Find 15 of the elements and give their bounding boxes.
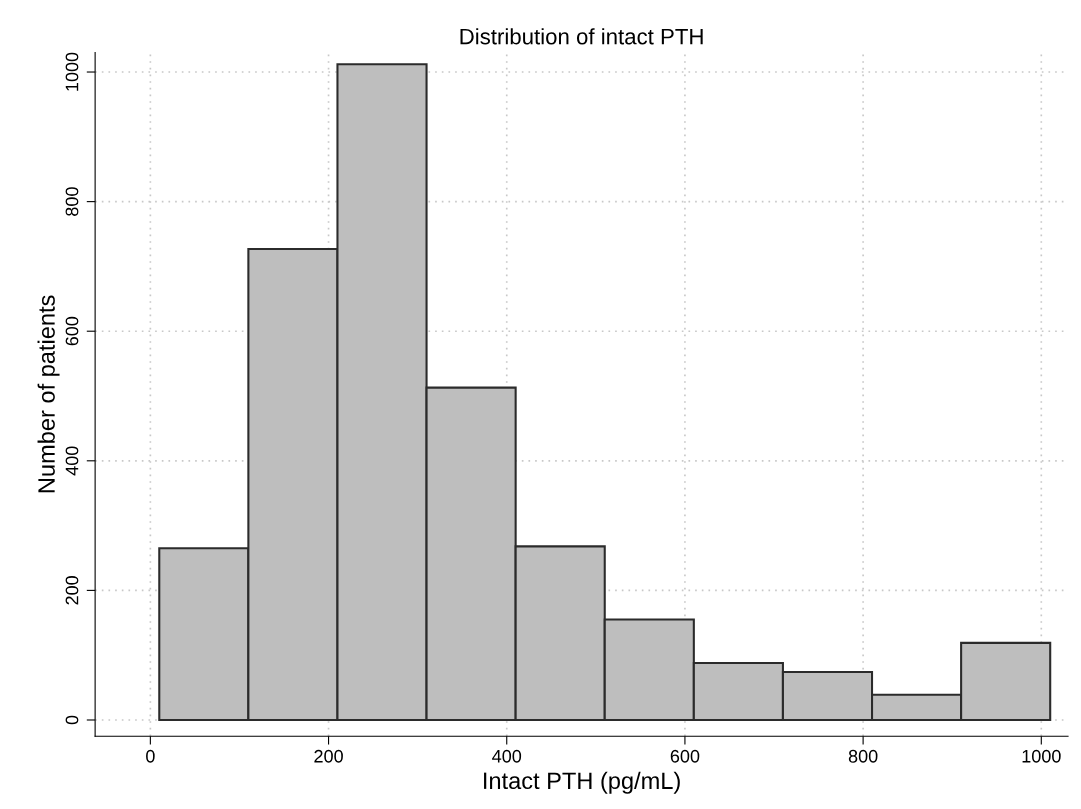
y-tick-label: 600 (65, 316, 79, 346)
chart-title: Distribution of intact PTH (460, 28, 703, 45)
x-tick-label: 200 (314, 749, 343, 763)
x-tick-label: 800 (848, 749, 878, 763)
y-tick-label: 800 (65, 187, 79, 216)
x-axis-title: Intact PTH (pg/mL) (484, 771, 680, 794)
y-tick-label: 0 (65, 715, 79, 725)
x-tick-label: 0 (146, 749, 155, 763)
y-tick-label: 400 (65, 446, 79, 476)
y-tick-label: 200 (65, 576, 79, 605)
x-tick-label: 400 (492, 749, 522, 763)
x-tick-label: 600 (670, 749, 700, 763)
y-tick-label: 1000 (65, 52, 79, 91)
y-axis-title: Number of patients (37, 295, 60, 493)
x-tick-label: 1000 (1022, 749, 1061, 763)
